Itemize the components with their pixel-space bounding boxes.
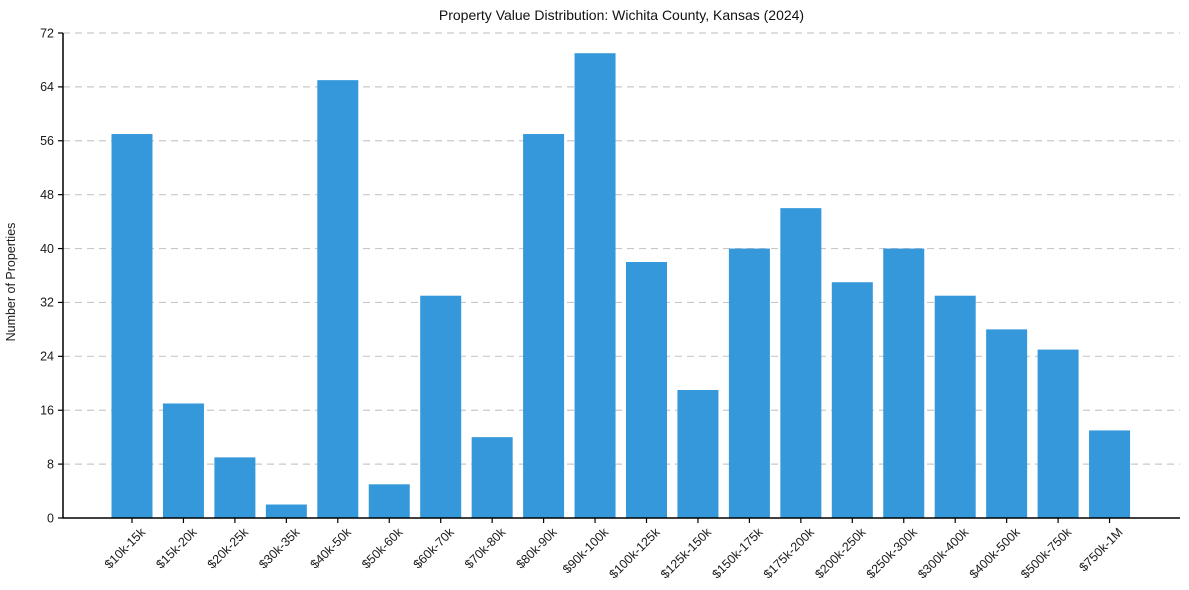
y-tick-label: 32 — [40, 296, 54, 310]
y-tick-label: 16 — [40, 404, 54, 418]
x-tick-label: $200k-250k — [812, 525, 869, 582]
bar-$70k-80k — [471, 437, 513, 518]
x-tick-label: $125k-150k — [658, 525, 715, 582]
x-tick-label: $300k-400k — [915, 525, 972, 582]
x-tick-label: $30k-35k — [256, 525, 303, 572]
bar-$30k-35k — [265, 504, 307, 518]
bar-$125k-150k — [677, 390, 719, 518]
x-tick-label: $70k-80k — [462, 525, 509, 572]
x-tick-label: $400k-500k — [967, 525, 1024, 582]
bar-$150k-175k — [728, 248, 770, 519]
x-tick-label: $100k-125k — [607, 525, 664, 582]
x-tick-label: $80k-90k — [513, 525, 560, 572]
bar-$250k-300k — [883, 248, 925, 519]
y-tick-label: 0 — [47, 511, 54, 525]
x-tick-label: $90k-100k — [560, 525, 612, 577]
bar-$200k-250k — [831, 282, 873, 518]
bar-$300k-400k — [934, 295, 976, 518]
bar-$175k-200k — [780, 208, 822, 518]
x-tick-label: $50k-60k — [359, 525, 406, 572]
y-tick-label: 24 — [40, 350, 54, 364]
bar-$750k-1M — [1089, 430, 1131, 518]
x-tick-label: $20k-25k — [205, 525, 252, 572]
y-axis-title: Number of Properties — [4, 223, 18, 342]
y-tick-label: 40 — [40, 242, 54, 256]
chart-title: Property Value Distribution: Wichita Cou… — [438, 7, 805, 23]
y-tick-label: 48 — [40, 188, 54, 202]
bar-$60k-70k — [420, 295, 462, 518]
x-tick-label: $10k-15k — [102, 525, 149, 572]
x-tick-label: $250k-300k — [864, 525, 921, 582]
x-tick-label: $175k-200k — [761, 525, 818, 582]
x-tick-label: $500k-750k — [1018, 525, 1075, 582]
bar-$50k-60k — [368, 484, 410, 518]
x-tick-label: $15k-20k — [153, 525, 200, 572]
bar-$90k-100k — [574, 53, 616, 518]
y-tick-label: 8 — [47, 457, 54, 471]
bar-$20k-25k — [214, 457, 256, 518]
y-tick-label: 72 — [40, 26, 54, 40]
bar-$80k-90k — [523, 134, 565, 518]
x-tick-label: $60k-70k — [411, 525, 458, 572]
x-tick-label: $750k-1M — [1076, 525, 1125, 574]
y-tick-label: 56 — [40, 134, 54, 148]
bar-$15k-20k — [162, 403, 204, 518]
bar-$400k-500k — [986, 329, 1028, 518]
bar-$10k-15k — [111, 134, 153, 518]
bar-$100k-125k — [626, 262, 667, 518]
bar-$500k-750k — [1037, 349, 1079, 518]
y-tick-label: 64 — [40, 80, 54, 94]
bar-$40k-50k — [317, 80, 359, 519]
x-tick-label: $150k-175k — [709, 525, 766, 582]
x-tick-label: $40k-50k — [308, 525, 355, 572]
